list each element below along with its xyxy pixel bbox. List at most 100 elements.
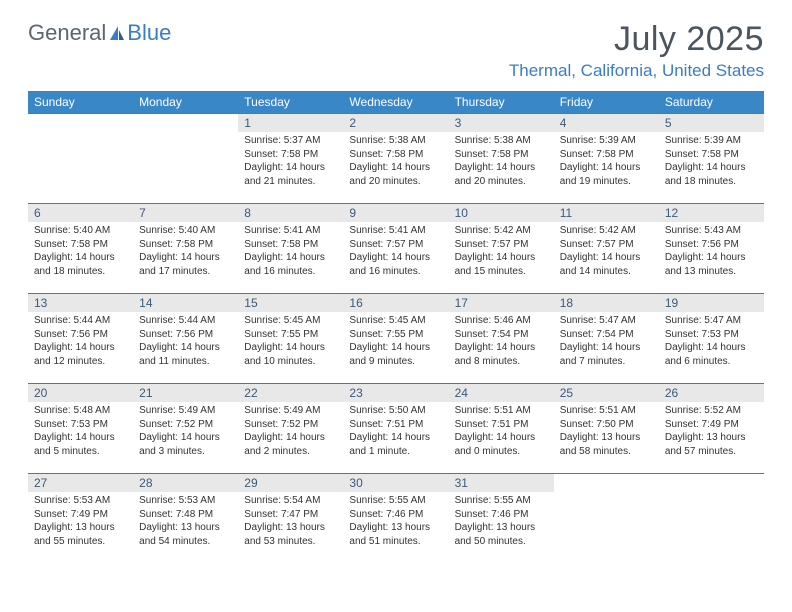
day-details: Sunrise: 5:41 AMSunset: 7:57 PMDaylight:…: [343, 222, 448, 282]
sunset-text: Sunset: 7:57 PM: [560, 238, 653, 252]
day-number: 19: [659, 294, 764, 312]
daylight-text-1: Daylight: 14 hours: [244, 161, 337, 175]
sunrise-text: Sunrise: 5:37 AM: [244, 134, 337, 148]
calendar-day-cell: 9Sunrise: 5:41 AMSunset: 7:57 PMDaylight…: [343, 204, 448, 294]
sunrise-text: Sunrise: 5:53 AM: [139, 494, 232, 508]
daylight-text-2: and 2 minutes.: [244, 445, 337, 459]
daylight-text-2: and 7 minutes.: [560, 355, 653, 369]
sunrise-text: Sunrise: 5:44 AM: [34, 314, 127, 328]
weekday-header: Monday: [133, 91, 238, 114]
daylight-text-2: and 19 minutes.: [560, 175, 653, 189]
calendar-day-cell: 28Sunrise: 5:53 AMSunset: 7:48 PMDayligh…: [133, 474, 238, 564]
sunrise-text: Sunrise: 5:43 AM: [665, 224, 758, 238]
calendar-table: SundayMondayTuesdayWednesdayThursdayFrid…: [28, 91, 764, 564]
daylight-text-2: and 0 minutes.: [455, 445, 548, 459]
logo: General Blue: [28, 20, 171, 46]
sunrise-text: Sunrise: 5:41 AM: [349, 224, 442, 238]
day-number: 25: [554, 384, 659, 402]
day-details: Sunrise: 5:44 AMSunset: 7:56 PMDaylight:…: [133, 312, 238, 372]
daylight-text-2: and 50 minutes.: [455, 535, 548, 549]
daylight-text-1: Daylight: 14 hours: [244, 431, 337, 445]
daylight-text-2: and 20 minutes.: [455, 175, 548, 189]
day-details: Sunrise: 5:40 AMSunset: 7:58 PMDaylight:…: [133, 222, 238, 282]
sunrise-text: Sunrise: 5:51 AM: [455, 404, 548, 418]
sunset-text: Sunset: 7:58 PM: [244, 238, 337, 252]
daylight-text-1: Daylight: 13 hours: [34, 521, 127, 535]
sunrise-text: Sunrise: 5:49 AM: [244, 404, 337, 418]
day-number: 4: [554, 114, 659, 132]
weekday-header-row: SundayMondayTuesdayWednesdayThursdayFrid…: [28, 91, 764, 114]
sunrise-text: Sunrise: 5:39 AM: [665, 134, 758, 148]
daylight-text-2: and 18 minutes.: [665, 175, 758, 189]
sunset-text: Sunset: 7:52 PM: [244, 418, 337, 432]
sunrise-text: Sunrise: 5:47 AM: [560, 314, 653, 328]
daylight-text-2: and 9 minutes.: [349, 355, 442, 369]
day-details: Sunrise: 5:38 AMSunset: 7:58 PMDaylight:…: [449, 132, 554, 192]
calendar-day-cell: 1Sunrise: 5:37 AMSunset: 7:58 PMDaylight…: [238, 114, 343, 204]
calendar-day-cell: 20Sunrise: 5:48 AMSunset: 7:53 PMDayligh…: [28, 384, 133, 474]
sunset-text: Sunset: 7:56 PM: [139, 328, 232, 342]
daylight-text-1: Daylight: 14 hours: [139, 251, 232, 265]
logo-text-gray: General: [28, 20, 106, 46]
sunset-text: Sunset: 7:58 PM: [665, 148, 758, 162]
sunrise-text: Sunrise: 5:41 AM: [244, 224, 337, 238]
daylight-text-2: and 1 minute.: [349, 445, 442, 459]
calendar-day-cell: 26Sunrise: 5:52 AMSunset: 7:49 PMDayligh…: [659, 384, 764, 474]
calendar-day-cell: 14Sunrise: 5:44 AMSunset: 7:56 PMDayligh…: [133, 294, 238, 384]
daylight-text-1: Daylight: 14 hours: [455, 431, 548, 445]
sunrise-text: Sunrise: 5:45 AM: [244, 314, 337, 328]
daylight-text-2: and 55 minutes.: [34, 535, 127, 549]
calendar-week-row: 13Sunrise: 5:44 AMSunset: 7:56 PMDayligh…: [28, 294, 764, 384]
sunset-text: Sunset: 7:58 PM: [349, 148, 442, 162]
daylight-text-2: and 13 minutes.: [665, 265, 758, 279]
sunrise-text: Sunrise: 5:46 AM: [455, 314, 548, 328]
calendar-day-cell: 21Sunrise: 5:49 AMSunset: 7:52 PMDayligh…: [133, 384, 238, 474]
sunset-text: Sunset: 7:54 PM: [560, 328, 653, 342]
daylight-text-1: Daylight: 13 hours: [665, 431, 758, 445]
weekday-header: Wednesday: [343, 91, 448, 114]
sunset-text: Sunset: 7:58 PM: [139, 238, 232, 252]
day-details: Sunrise: 5:37 AMSunset: 7:58 PMDaylight:…: [238, 132, 343, 192]
day-number: 1: [238, 114, 343, 132]
sunset-text: Sunset: 7:58 PM: [34, 238, 127, 252]
sunset-text: Sunset: 7:53 PM: [34, 418, 127, 432]
day-number: 18: [554, 294, 659, 312]
daylight-text-1: Daylight: 14 hours: [139, 341, 232, 355]
daylight-text-2: and 54 minutes.: [139, 535, 232, 549]
day-details: Sunrise: 5:51 AMSunset: 7:50 PMDaylight:…: [554, 402, 659, 462]
sunset-text: Sunset: 7:56 PM: [665, 238, 758, 252]
sunrise-text: Sunrise: 5:45 AM: [349, 314, 442, 328]
day-details: Sunrise: 5:54 AMSunset: 7:47 PMDaylight:…: [238, 492, 343, 552]
calendar-body: 1Sunrise: 5:37 AMSunset: 7:58 PMDaylight…: [28, 114, 764, 564]
daylight-text-2: and 15 minutes.: [455, 265, 548, 279]
day-details: Sunrise: 5:52 AMSunset: 7:49 PMDaylight:…: [659, 402, 764, 462]
sunset-text: Sunset: 7:56 PM: [34, 328, 127, 342]
daylight-text-1: Daylight: 14 hours: [34, 341, 127, 355]
daylight-text-2: and 5 minutes.: [34, 445, 127, 459]
day-number: 24: [449, 384, 554, 402]
daylight-text-2: and 12 minutes.: [34, 355, 127, 369]
calendar-day-cell: [554, 474, 659, 564]
sunrise-text: Sunrise: 5:39 AM: [560, 134, 653, 148]
day-details: Sunrise: 5:47 AMSunset: 7:53 PMDaylight:…: [659, 312, 764, 372]
sunrise-text: Sunrise: 5:40 AM: [34, 224, 127, 238]
daylight-text-2: and 53 minutes.: [244, 535, 337, 549]
calendar-day-cell: 13Sunrise: 5:44 AMSunset: 7:56 PMDayligh…: [28, 294, 133, 384]
day-number: 30: [343, 474, 448, 492]
weekday-header: Tuesday: [238, 91, 343, 114]
day-number: 14: [133, 294, 238, 312]
weekday-header: Friday: [554, 91, 659, 114]
daylight-text-2: and 16 minutes.: [244, 265, 337, 279]
day-details: Sunrise: 5:49 AMSunset: 7:52 PMDaylight:…: [238, 402, 343, 462]
day-number: 2: [343, 114, 448, 132]
calendar-day-cell: 8Sunrise: 5:41 AMSunset: 7:58 PMDaylight…: [238, 204, 343, 294]
day-details: Sunrise: 5:45 AMSunset: 7:55 PMDaylight:…: [343, 312, 448, 372]
day-details: Sunrise: 5:46 AMSunset: 7:54 PMDaylight:…: [449, 312, 554, 372]
sunrise-text: Sunrise: 5:51 AM: [560, 404, 653, 418]
sunset-text: Sunset: 7:58 PM: [244, 148, 337, 162]
day-details: Sunrise: 5:40 AMSunset: 7:58 PMDaylight:…: [28, 222, 133, 282]
day-number: 9: [343, 204, 448, 222]
daylight-text-2: and 16 minutes.: [349, 265, 442, 279]
calendar-day-cell: 3Sunrise: 5:38 AMSunset: 7:58 PMDaylight…: [449, 114, 554, 204]
day-details: Sunrise: 5:43 AMSunset: 7:56 PMDaylight:…: [659, 222, 764, 282]
